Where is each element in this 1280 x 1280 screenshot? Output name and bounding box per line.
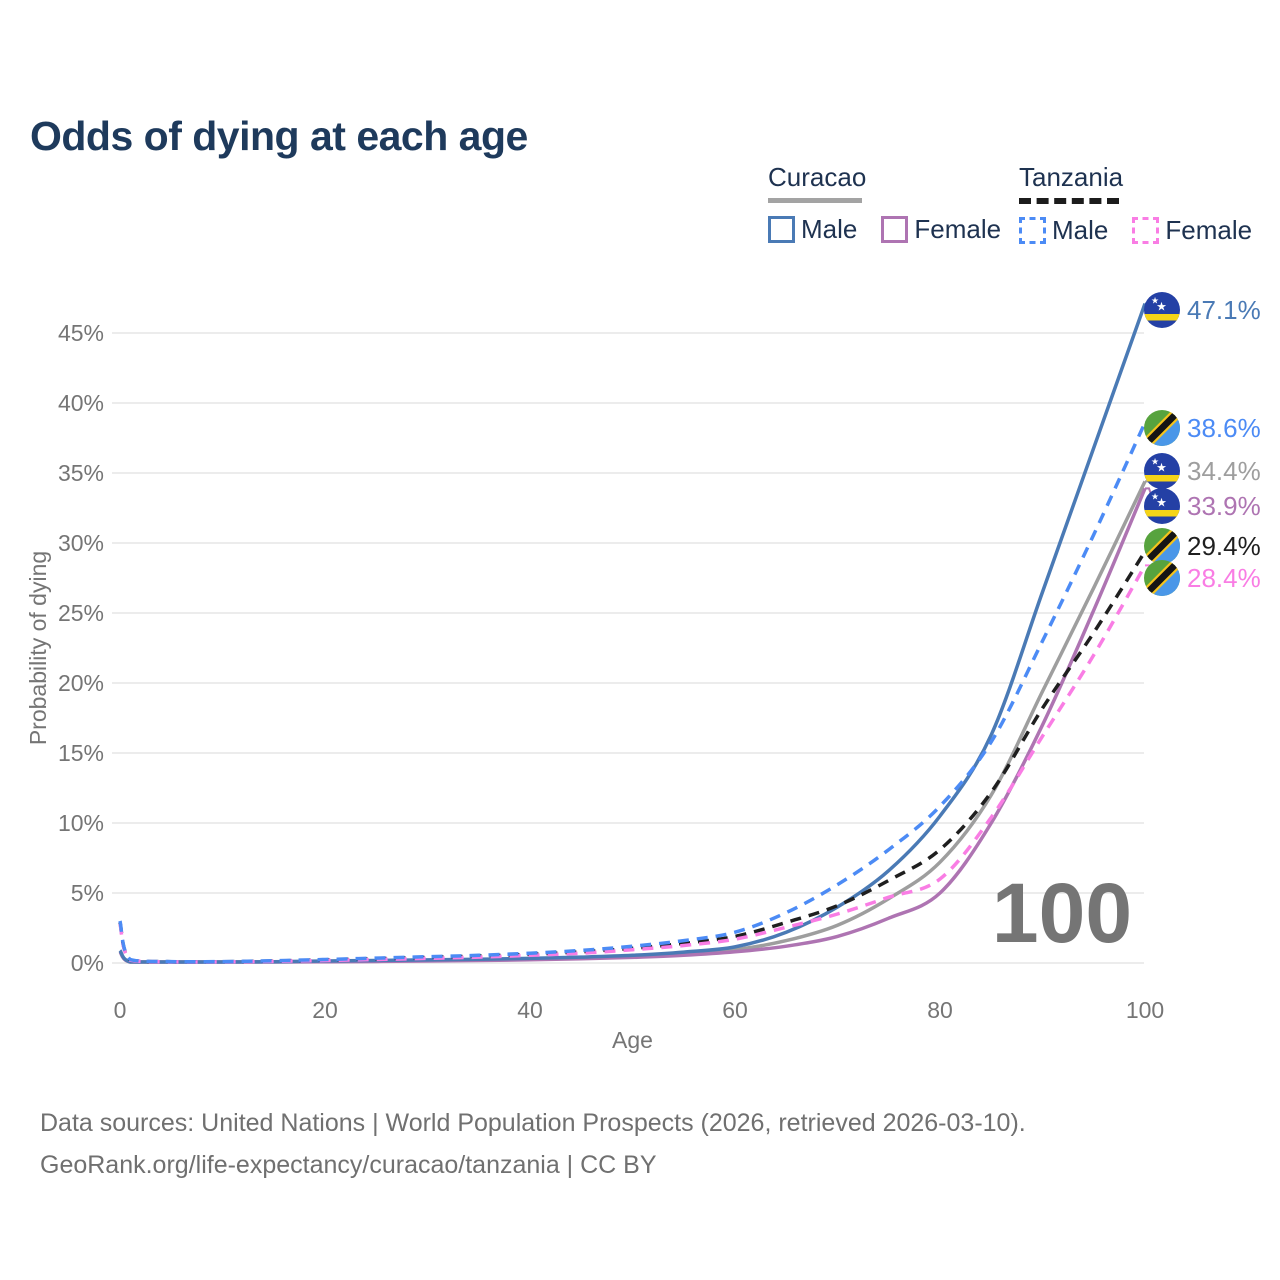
curacao-flag-icon [1144,292,1180,328]
x-axis-title: Age [612,1027,653,1053]
legend-country-tanzania: Tanzania [1019,162,1124,192]
end-label-tanzania-male: 38.6% [1144,410,1261,446]
footer-attribution: GeoRank.org/life-expectancy/curacao/tanz… [40,1151,657,1179]
x-tick-label: 60 [722,997,748,1023]
end-value: 38.6% [1187,413,1261,443]
curacao-flag-icon [1144,453,1180,489]
series-line-curacao [118,480,1147,964]
end-label-curacao-both: 34.4% [1144,453,1261,489]
y-tick-label: 30% [58,530,104,556]
legend-item-tanzania-female[interactable]: Female [1132,215,1252,246]
end-label-tanzania-female: 28.4% [1144,560,1261,596]
tanzania-flag-icon [1144,410,1180,446]
y-tick-label: 40% [58,390,104,416]
x-tick-label: 80 [927,997,953,1023]
y-tick-label: 10% [58,810,104,836]
x-tick-label: 40 [517,997,543,1023]
x-tick-label: 100 [1126,997,1164,1023]
series-line-tanzania [118,550,1147,964]
legend-underline-curacao [768,198,862,203]
tanzania-flag-icon [1144,560,1180,596]
legend-country-curacao: Curacao [768,162,867,192]
end-label-curacao-female: 33.9% [1144,488,1261,524]
series-line-curacao-male [118,303,1147,964]
end-value: 34.4% [1187,456,1261,486]
y-axis-title: Probability of dying [25,551,51,745]
legend-item-curacao-female[interactable]: Female [881,214,1001,245]
tanzania-male-swatch-icon[interactable] [1019,217,1046,244]
tanzania-female-swatch-icon[interactable] [1132,217,1160,244]
end-value: 28.4% [1187,563,1261,593]
legend-group-tanzania: Tanzania Male Female [1019,162,1252,246]
end-value: 47.1% [1187,295,1261,325]
footer: Data sources: United Nations | World Pop… [40,1102,1026,1186]
legend-label: Female [1165,215,1253,245]
series-line-tanzania-female [118,564,1147,964]
y-tick-label: 0% [71,950,104,976]
curacao-female-swatch-icon[interactable] [881,216,909,243]
page-title: Odds of dying at each age [30,113,528,160]
legend-underline-tanzania [1019,198,1119,204]
curacao-flag-icon [1144,488,1180,524]
age-watermark: 100 [992,866,1132,960]
legend-label: Female [914,214,1002,244]
y-tick-label: 35% [58,460,104,486]
curacao-male-swatch-icon[interactable] [768,216,795,243]
footer-sources: Data sources: United Nations | World Pop… [40,1109,1026,1137]
end-label-curacao-male: 47.1% [1144,292,1261,328]
legend-label: Male [1052,215,1109,245]
y-tick-label: 5% [71,880,104,906]
y-tick-label: 15% [58,740,104,766]
x-tick-label: 0 [114,997,127,1023]
series-line-curacao-female [118,487,1147,964]
series-line-tanzania-male [118,421,1147,964]
tanzania-flag-icon [1144,528,1180,564]
y-tick-label: 25% [58,600,104,626]
end-value: 29.4% [1187,531,1261,561]
y-tick-label: 45% [58,320,104,346]
legend-item-curacao-male[interactable]: Male [768,214,857,245]
legend-group-curacao: Curacao Male Female [768,162,1001,245]
legend-label: Male [801,214,858,244]
end-label-tanzania-both: 29.4% [1144,528,1261,564]
legend-item-tanzania-male[interactable]: Male [1019,215,1108,246]
end-value: 33.9% [1187,491,1261,521]
x-tick-label: 20 [312,997,338,1023]
y-tick-label: 20% [58,670,104,696]
